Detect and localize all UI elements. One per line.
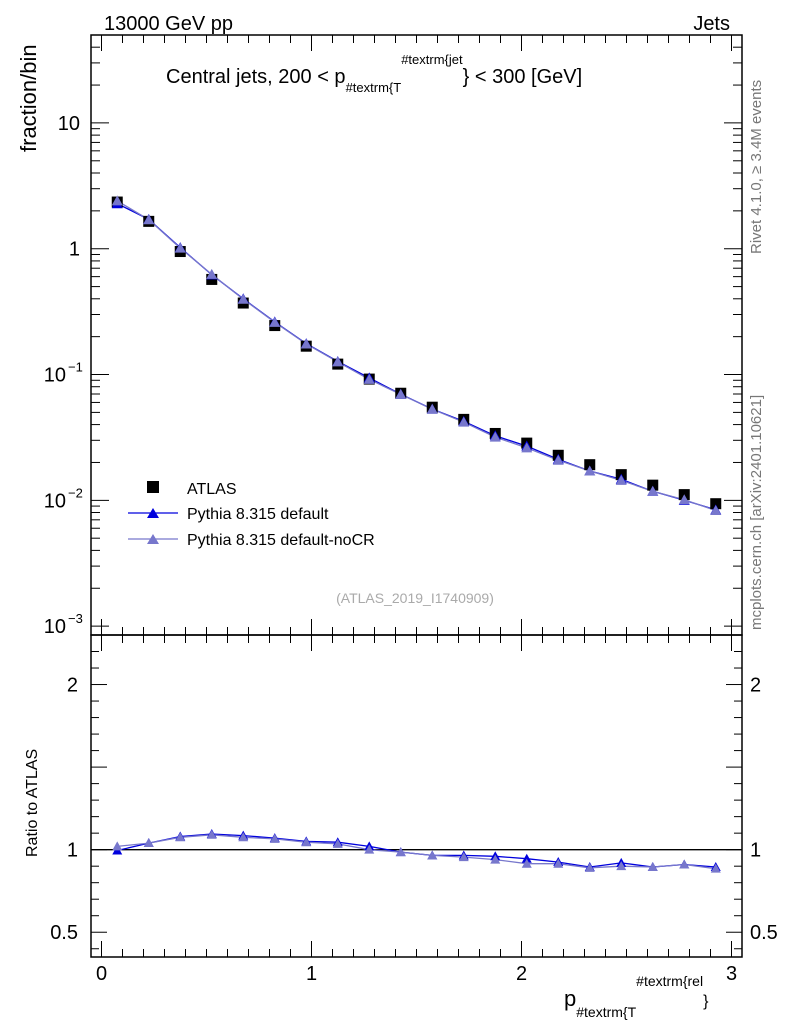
pythia-nocr-point (395, 388, 407, 399)
atlas-data-point (710, 498, 722, 510)
ratio-y-tick-label-right: 1 (750, 840, 761, 862)
main-y-tick-label: 10 (44, 616, 66, 638)
main-y-axis-label: fraction/bin (16, 44, 41, 152)
pythia-nocr-point (111, 195, 123, 206)
ratio-series-group (112, 828, 721, 873)
ratio-nocr-point (490, 854, 501, 864)
header-category-label: Jets (693, 13, 730, 35)
ratio-y-tick-label-right: 0.5 (750, 922, 778, 944)
pythia-nocr-point (584, 465, 596, 476)
pythia-nocr-point (615, 474, 627, 485)
pythia-nocr-point (678, 494, 690, 505)
x-tick-label: 1 (306, 963, 317, 985)
atlas-data-point (206, 273, 218, 285)
plot-title-superscript: #textrm{jet (401, 52, 463, 67)
ratio-plot-frame (90, 634, 743, 958)
ratio-y-tick-label: 2 (67, 675, 78, 697)
ratio-series-line (117, 833, 716, 868)
main-series-group (111, 195, 722, 516)
ratio-nocr-point (647, 862, 658, 872)
plot-title-suffix: } < 300 [GeV] (463, 66, 583, 88)
ratio-nocr-point (332, 838, 343, 848)
ratio-nocr-point (143, 838, 154, 848)
main-series-line (117, 203, 716, 511)
ratio-nocr-point (269, 833, 280, 843)
pythia-nocr-point (300, 338, 312, 349)
ratio-y-axis-label: Ratio to ATLAS (24, 749, 41, 857)
x-tick-label: 2 (516, 963, 527, 985)
rivet-version-label: Rivet 4.1.0, ≥ 3.4M events (748, 80, 765, 254)
analysis-watermark: (ATLAS_2019_I1740909) (336, 590, 494, 606)
legend-atlas-marker (147, 481, 159, 493)
pythia-nocr-point (710, 505, 722, 516)
legend-default-label: Pythia 8.315 default (187, 506, 329, 523)
ratio-nocr-point (395, 847, 406, 857)
ratio-y-tick-label: 1 (67, 840, 78, 862)
main-y-tick-label: 10 (58, 113, 80, 135)
pythia-nocr-point (521, 442, 533, 453)
ratio-nocr-point (175, 832, 186, 842)
ratio-nocr-point (679, 859, 690, 869)
ratio-axis-ticks: 0 1 2 3 0.5 0.5 1 1 2 2 (50, 635, 778, 985)
pythia-nocr-point (174, 242, 186, 253)
atlas-data-point (647, 479, 659, 491)
header-energy-label: 13000 GeV pp (104, 13, 233, 35)
legend-default-marker (147, 508, 159, 518)
ratio-nocr-point (521, 858, 532, 868)
ratio-nocr-point (427, 850, 438, 860)
pythia-nocr-point (363, 373, 375, 384)
pythia-nocr-point (489, 431, 501, 442)
pythia-nocr-point (332, 356, 344, 367)
ratio-nocr-point (364, 844, 375, 854)
main-y-tick-exponent: −2 (68, 485, 83, 500)
mcplots-reference-label: mcplots.cern.ch [arXiv:2401.10621] (748, 395, 765, 630)
ratio-nocr-point (206, 829, 217, 839)
ratio-nocr-point (458, 852, 469, 862)
ratio-y-tick-label: 0.5 (50, 922, 78, 944)
plot-title: Central jets, 200 < p#textrm{T #textrm{je… (166, 52, 582, 95)
pythia-nocr-point (552, 454, 564, 465)
ratio-nocr-point (238, 832, 249, 842)
pythia-nocr-point (647, 485, 659, 496)
pythia-nocr-point (206, 268, 218, 279)
x-axis-label-subscript: #textrm{T (576, 1004, 636, 1020)
ratio-y-tick-label-right: 2 (750, 675, 761, 697)
main-y-tick-label: 10 (44, 365, 66, 387)
x-axis-label-superscript: #textrm{rel (636, 973, 703, 989)
legend: ATLAS Pythia 8.315 default Pythia 8.315 … (128, 481, 375, 549)
legend-nocr-label: Pythia 8.315 default-noCR (187, 532, 375, 549)
ratio-nocr-point (584, 862, 595, 872)
pythia-nocr-point (269, 316, 281, 327)
legend-nocr-marker (147, 534, 159, 544)
main-series-line (116, 200, 717, 512)
pythia-nocr-point (426, 403, 438, 414)
ratio-series-line (117, 834, 716, 870)
x-axis-label-main: p (564, 986, 576, 1011)
plot-title-main: Central jets, 200 < p (166, 66, 346, 88)
legend-atlas-label: ATLAS (187, 481, 237, 498)
main-y-tick-exponent: −3 (68, 611, 83, 626)
x-axis-label: p#textrm{T#textrm{rel} (564, 973, 709, 1020)
x-axis-label-suffix: } (703, 993, 709, 1010)
ratio-nocr-point (616, 861, 627, 871)
plot-title-subscript: #textrm{T (346, 80, 402, 95)
ratio-nocr-point (710, 863, 721, 873)
pythia-nocr-point (143, 214, 155, 225)
ratio-nocr-point (553, 858, 564, 868)
ratio-default-point (521, 853, 532, 863)
main-y-tick-label: 1 (69, 239, 80, 261)
atlas-data-point (584, 459, 596, 471)
x-tick-label: 0 (96, 963, 107, 985)
ratio-nocr-point (301, 837, 312, 847)
x-tick-label: 3 (726, 963, 737, 985)
main-y-tick-exponent: −1 (68, 360, 83, 375)
pythia-nocr-point (237, 293, 249, 304)
pythia-nocr-point (458, 416, 470, 427)
main-y-tick-label: 10 (44, 490, 66, 512)
ratio-nocr-point (112, 841, 123, 851)
